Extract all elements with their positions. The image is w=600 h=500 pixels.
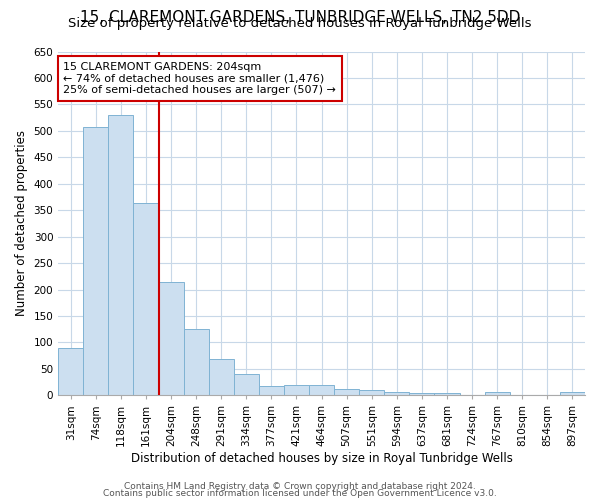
Text: 15 CLAREMONT GARDENS: 204sqm
← 74% of detached houses are smaller (1,476)
25% of: 15 CLAREMONT GARDENS: 204sqm ← 74% of de… (64, 62, 337, 95)
Bar (158, 282, 184, 396)
Bar (359, 390, 385, 396)
Bar (58, 348, 83, 396)
Text: Contains HM Land Registry data © Crown copyright and database right 2024.: Contains HM Land Registry data © Crown c… (124, 482, 476, 491)
Bar (184, 329, 209, 396)
Bar (309, 384, 334, 396)
Text: 15, CLAREMONT GARDENS, TUNBRIDGE WELLS, TN2 5DD: 15, CLAREMONT GARDENS, TUNBRIDGE WELLS, … (80, 10, 520, 25)
Bar (83, 127, 109, 396)
Bar (334, 390, 359, 396)
Bar (409, 392, 434, 396)
Bar (510, 395, 535, 396)
Bar (560, 392, 585, 396)
Text: Contains public sector information licensed under the Open Government Licence v3: Contains public sector information licen… (103, 488, 497, 498)
Bar (284, 384, 309, 396)
Bar (460, 395, 485, 396)
Bar (109, 115, 133, 396)
Bar (485, 392, 510, 396)
Bar (385, 392, 409, 396)
Bar (234, 374, 259, 396)
Text: Size of property relative to detached houses in Royal Tunbridge Wells: Size of property relative to detached ho… (68, 18, 532, 30)
Bar (434, 392, 460, 396)
Bar (133, 204, 158, 396)
X-axis label: Distribution of detached houses by size in Royal Tunbridge Wells: Distribution of detached houses by size … (131, 452, 512, 465)
Bar (209, 360, 234, 396)
Bar (259, 386, 284, 396)
Bar (535, 395, 560, 396)
Y-axis label: Number of detached properties: Number of detached properties (15, 130, 28, 316)
